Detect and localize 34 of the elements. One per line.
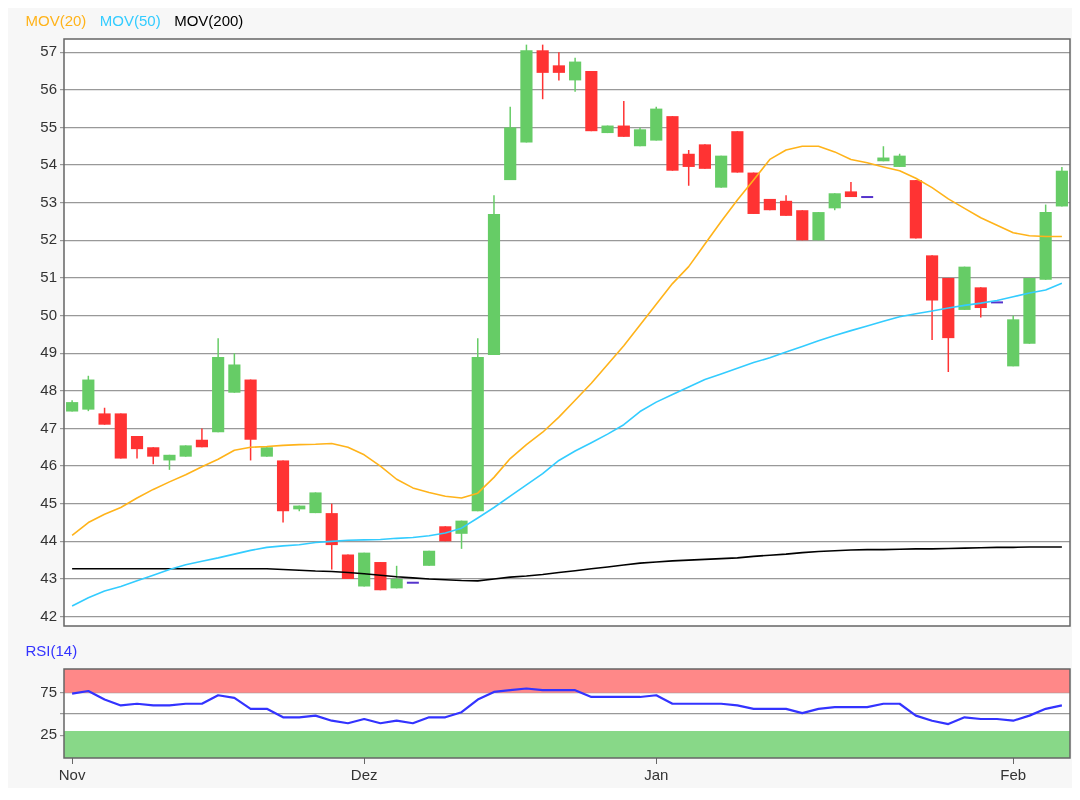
- candlestick: [974, 286, 987, 319]
- y-tick-label: 56: [40, 79, 57, 97]
- y-tick-label: 50: [40, 305, 57, 323]
- candlestick: [569, 57, 582, 93]
- y-tick-label: 49: [40, 343, 57, 361]
- y-tick-label: 75: [40, 682, 57, 700]
- candlestick: [617, 100, 630, 138]
- x-tick-label: Feb: [1000, 766, 1027, 784]
- text: MOV(20): [25, 11, 87, 29]
- candlestick: [536, 43, 549, 100]
- y-tick-label: 54: [40, 155, 57, 173]
- y-tick-label: 55: [40, 117, 57, 135]
- y-tick-label: 46: [40, 456, 57, 474]
- candlestick: [779, 194, 793, 217]
- text: MOV(200): [174, 11, 244, 29]
- y-tick-label: 47: [40, 418, 57, 436]
- y-tick-label: 51: [40, 268, 57, 286]
- candlestick: [455, 519, 468, 550]
- y-tick-label: 52: [40, 230, 57, 248]
- candlestick: [552, 51, 565, 82]
- x-tick-label: Jan: [644, 766, 669, 784]
- y-tick-label: 42: [40, 606, 57, 624]
- candlestick: [682, 149, 695, 187]
- y-tick-label: 25: [40, 725, 57, 743]
- y-tick-label: 53: [40, 192, 57, 210]
- y-tick-label: 48: [40, 380, 57, 398]
- x-tick-label: Dez: [350, 766, 378, 784]
- y-tick-label: 57: [40, 42, 57, 60]
- y-tick-label: 44: [40, 531, 57, 549]
- text: MOV(50): [99, 11, 161, 29]
- x-tick-label: Nov: [58, 766, 86, 784]
- y-tick-label: 43: [40, 569, 57, 587]
- text: RSI(14): [25, 641, 78, 659]
- y-tick-label: 45: [40, 493, 57, 511]
